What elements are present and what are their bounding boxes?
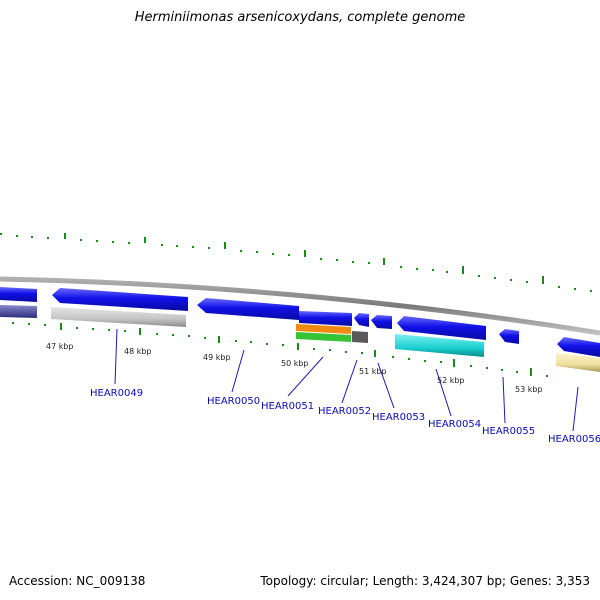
- scale-label: 49 kbp: [203, 353, 231, 362]
- gene-label-hear0054[interactable]: HEAR0054: [428, 419, 481, 430]
- scale-label: 47 kbp: [46, 342, 74, 351]
- scale-label: 50 kbp: [281, 359, 309, 368]
- gene-arrow[interactable]: [397, 316, 486, 340]
- feature-gray[interactable]: [51, 307, 186, 327]
- scale-label: 48 kbp: [124, 347, 152, 356]
- feature-orange[interactable]: [296, 324, 351, 334]
- inner-features: [0, 305, 600, 372]
- scale-label: 51 kbp: [359, 367, 387, 376]
- gene-arrow[interactable]: [371, 315, 392, 329]
- outer-tick-ring: [0, 233, 592, 292]
- inner-tick-ring: [12, 322, 548, 377]
- gene-arrow[interactable]: [299, 311, 352, 326]
- gene-arrow[interactable]: [499, 329, 519, 344]
- feature-darkgray[interactable]: [352, 331, 368, 343]
- gene-arrow[interactable]: [52, 288, 188, 311]
- gene-label-hear0053[interactable]: HEAR0053: [372, 412, 425, 423]
- forward-strand-genes: [0, 287, 600, 357]
- gene-arrow[interactable]: [0, 287, 37, 302]
- genome-backbone: [0, 276, 600, 336]
- gene-leader-lines: [114, 328, 579, 432]
- gene-arrow[interactable]: [354, 313, 369, 327]
- feature-purple[interactable]: [0, 305, 37, 318]
- gene-labels: HEAR0049 HEAR0050 HEAR0051 HEAR0052 HEAR…: [90, 388, 600, 445]
- feature-green[interactable]: [296, 332, 351, 342]
- genome-summary-text: Topology: circular; Length: 3,424,307 bp…: [260, 574, 590, 588]
- accession-text: Accession: NC_009138: [9, 574, 146, 588]
- scale-label: 52 kbp: [437, 376, 465, 385]
- gene-label-hear0051[interactable]: HEAR0051: [261, 401, 314, 412]
- scale-label: 53 kbp: [515, 385, 543, 394]
- gene-label-hear0049[interactable]: HEAR0049: [90, 388, 143, 399]
- feature-yellow[interactable]: [556, 353, 600, 372]
- scale-labels: 47 kbp 48 kbp 49 kbp 50 kbp 51 kbp 52 kb…: [46, 342, 543, 394]
- gene-label-hear0050[interactable]: HEAR0050: [207, 396, 260, 407]
- gene-label-hear0052[interactable]: HEAR0052: [318, 406, 371, 417]
- gene-label-hear0055[interactable]: HEAR0055: [482, 426, 535, 437]
- gene-arrow[interactable]: [197, 298, 299, 320]
- map-title: Herminiimonas arsenicoxydans, complete g…: [134, 10, 466, 25]
- feature-cyan[interactable]: [395, 334, 484, 357]
- gene-label-hear0056[interactable]: HEAR0056: [548, 434, 600, 445]
- gene-arrow[interactable]: [557, 337, 600, 357]
